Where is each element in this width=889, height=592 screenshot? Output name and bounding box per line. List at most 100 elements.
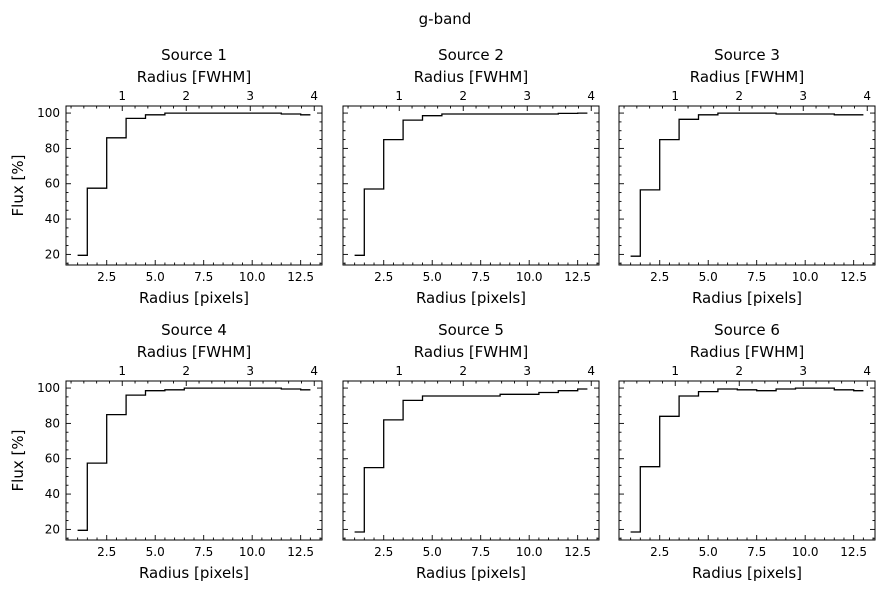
x-axis-label: Radius [pixels] <box>692 564 802 582</box>
x-tick-label: 12.5 <box>287 270 314 284</box>
x-tick-label: 7.5 <box>471 545 490 559</box>
top-tick-label: 2 <box>459 89 467 103</box>
top-tick-label: 2 <box>735 89 743 103</box>
x-tick-label: 12.5 <box>840 270 867 284</box>
top-tick-label: 3 <box>246 89 254 103</box>
figure-suptitle: g-band <box>419 10 472 28</box>
x-tick-label: 2.5 <box>374 270 393 284</box>
x-tick-label: 10.0 <box>239 270 266 284</box>
x-tick-label: 10.0 <box>792 545 819 559</box>
y-tick-label: 100 <box>37 106 60 120</box>
subplot-title: Source 2 <box>438 46 504 64</box>
flux-step-curve <box>354 388 588 533</box>
x-tick-label: 5.0 <box>699 270 718 284</box>
x-tick-label: 7.5 <box>747 545 766 559</box>
x-tick-label: 5.0 <box>423 545 442 559</box>
plot-frame <box>65 380 323 541</box>
plot-frame <box>65 105 323 266</box>
top-tick-label: 4 <box>863 364 871 378</box>
y-tick-label: 60 <box>45 452 60 466</box>
top-tick-label: 4 <box>310 89 318 103</box>
x-tick-label: 5.0 <box>699 545 718 559</box>
top-tick-label: 2 <box>735 364 743 378</box>
y-axis-label: Flux [%] <box>9 430 27 492</box>
y-tick-label: 80 <box>45 416 60 430</box>
top-tick-label: 4 <box>863 89 871 103</box>
x-tick-label: 10.0 <box>516 270 543 284</box>
x-axis-label: Radius [pixels] <box>416 289 526 307</box>
top-tick-label: 4 <box>310 364 318 378</box>
subplot-5: 2.5 5.0 7.5 10.0 12.5 1 2 3 4 Source 5 Radius [FWH… <box>342 321 600 582</box>
subplot-3: 2.5 5.0 7.5 10.0 12.5 1 2 3 4 Source 3 Radius [FWH… <box>618 46 876 307</box>
top-tick-label: 1 <box>395 89 403 103</box>
flux-step-curve <box>630 112 864 257</box>
y-tick-label: 80 <box>45 141 60 155</box>
y-tick-label: 40 <box>45 487 60 501</box>
top-axis-label: Radius [FWHM] <box>137 343 251 361</box>
subplot-title: Source 4 <box>161 321 227 339</box>
x-tick-label: 5.0 <box>423 270 442 284</box>
x-tick-label: 5.0 <box>146 545 165 559</box>
x-tick-label: 12.5 <box>840 545 867 559</box>
top-tick-label: 2 <box>459 364 467 378</box>
plot-frame <box>618 105 876 266</box>
x-tick-label: 12.5 <box>564 545 591 559</box>
y-tick-label: 20 <box>45 522 60 536</box>
top-axis-label: Radius [FWHM] <box>414 343 528 361</box>
top-tick-label: 4 <box>587 89 595 103</box>
y-tick-label: 100 <box>37 381 60 395</box>
top-axis-label: Radius [FWHM] <box>137 68 251 86</box>
top-tick-label: 2 <box>182 364 190 378</box>
x-axis-label: Radius [pixels] <box>139 564 249 582</box>
x-tick-label: 12.5 <box>287 545 314 559</box>
top-tick-label: 1 <box>671 364 679 378</box>
subplot-6: 2.5 5.0 7.5 10.0 12.5 1 2 3 4 Source 6 Radius [FWH… <box>618 321 876 582</box>
top-tick-label: 4 <box>587 364 595 378</box>
top-tick-label: 2 <box>182 89 190 103</box>
subplot-4: 2.5 5.0 7.5 10.0 12.5 20 40 60 80 100 1 2 3 4 Source 4… <box>9 321 323 582</box>
top-tick-label: 1 <box>118 89 126 103</box>
y-tick-label: 60 <box>45 177 60 191</box>
x-tick-label: 7.5 <box>747 270 766 284</box>
top-tick-label: 3 <box>523 89 531 103</box>
x-tick-label: 10.0 <box>239 545 266 559</box>
x-tick-label: 2.5 <box>650 545 669 559</box>
top-tick-label: 3 <box>799 89 807 103</box>
top-tick-label: 3 <box>246 364 254 378</box>
x-tick-label: 5.0 <box>146 270 165 284</box>
x-axis-label: Radius [pixels] <box>692 289 802 307</box>
subplot-title: Source 6 <box>714 321 780 339</box>
top-tick-label: 1 <box>395 364 403 378</box>
plot-frame <box>342 380 600 541</box>
x-tick-label: 7.5 <box>194 545 213 559</box>
subplot-1: 2.5 5.0 7.5 10.0 12.5 20 40 60 80 100 1 2 3 4 Source 1… <box>9 46 323 307</box>
top-axis-label: Radius [FWHM] <box>690 343 804 361</box>
subplot-title: Source 5 <box>438 321 504 339</box>
plot-frame <box>618 380 876 541</box>
x-tick-label: 7.5 <box>471 270 490 284</box>
x-axis-label: Radius [pixels] <box>139 289 249 307</box>
top-tick-label: 3 <box>523 364 531 378</box>
x-tick-label: 2.5 <box>374 545 393 559</box>
x-axis-label: Radius [pixels] <box>416 564 526 582</box>
subplot-title: Source 1 <box>161 46 227 64</box>
subplot-title: Source 3 <box>714 46 780 64</box>
flux-step-curve <box>77 387 311 531</box>
flux-step-curve <box>77 112 311 256</box>
x-tick-label: 2.5 <box>650 270 669 284</box>
y-tick-label: 20 <box>45 247 60 261</box>
flux-step-curve <box>354 112 588 256</box>
x-tick-label: 2.5 <box>97 545 116 559</box>
plot-frame <box>342 105 600 266</box>
x-tick-label: 12.5 <box>564 270 591 284</box>
top-axis-label: Radius [FWHM] <box>414 68 528 86</box>
flux-step-curve <box>630 387 864 533</box>
top-axis-label: Radius [FWHM] <box>690 68 804 86</box>
top-tick-label: 3 <box>799 364 807 378</box>
top-tick-label: 1 <box>671 89 679 103</box>
y-axis-label: Flux [%] <box>9 155 27 217</box>
x-tick-label: 7.5 <box>194 270 213 284</box>
top-tick-label: 1 <box>118 364 126 378</box>
